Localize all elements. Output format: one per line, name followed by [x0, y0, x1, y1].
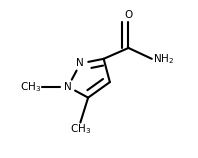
Text: O: O — [124, 10, 133, 20]
Text: CH$_3$: CH$_3$ — [20, 80, 42, 94]
Text: NH$_2$: NH$_2$ — [153, 52, 174, 66]
Text: CH$_3$: CH$_3$ — [70, 122, 91, 136]
Text: N: N — [64, 82, 72, 92]
Text: N: N — [76, 58, 84, 68]
